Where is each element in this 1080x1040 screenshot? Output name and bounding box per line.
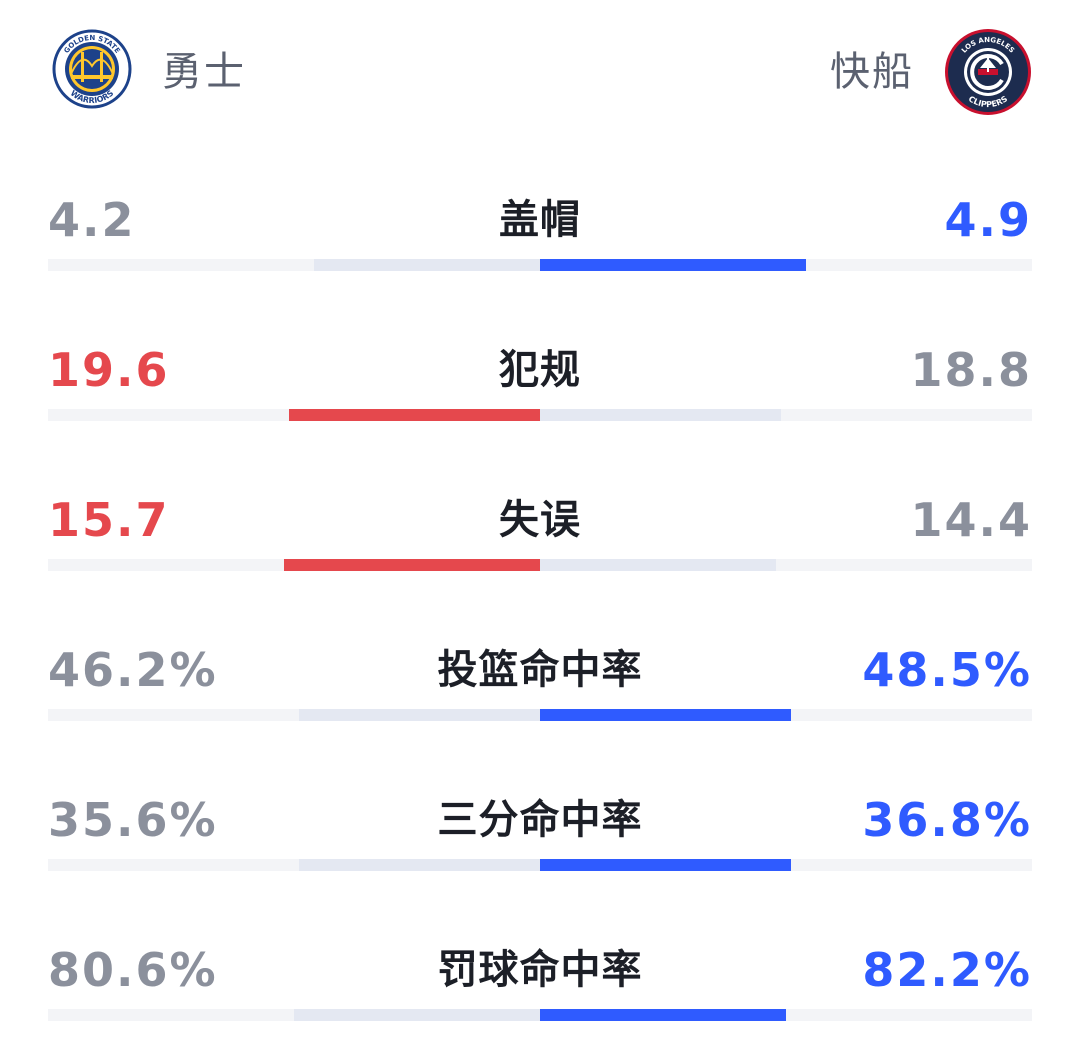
stat-label: 三分命中率 [437, 797, 643, 843]
stat-label: 失误 [499, 497, 581, 543]
home-share-bar [284, 559, 540, 571]
away-stat-value: 14.4 [910, 493, 1032, 547]
away-share-bar [540, 559, 776, 571]
team-header: GOLDEN STATE WARRIORS 勇士 快船 LOS ANGELES [0, 0, 1080, 140]
home-stat-value: 4.2 [48, 193, 136, 247]
away-share-bar [540, 259, 806, 271]
home-team-name: 勇士 [162, 49, 246, 95]
home-stat-value: 80.6% [48, 943, 218, 997]
comparison-bar-track [48, 859, 1032, 871]
home-stat-value: 15.7 [48, 493, 170, 547]
home-share-bar [294, 1009, 540, 1021]
away-share-bar [540, 409, 781, 421]
stat-label: 盖帽 [499, 197, 581, 243]
stat-row-fg-percentage: 46.2% 投篮命中率 48.5% [48, 640, 1032, 721]
stat-label: 犯规 [499, 347, 581, 393]
stat-label: 投篮命中率 [437, 647, 643, 693]
home-share-bar [314, 259, 540, 271]
away-share-bar [540, 709, 791, 721]
away-stat-value: 36.8% [862, 793, 1032, 847]
comparison-bar-track [48, 559, 1032, 571]
home-stat-value: 19.6 [48, 343, 170, 397]
home-share-bar [299, 709, 540, 721]
away-stat-value: 4.9 [944, 193, 1032, 247]
away-share-bar [540, 859, 791, 871]
stat-row-turnovers: 15.7 失误 14.4 [48, 490, 1032, 571]
comparison-bar-track [48, 709, 1032, 721]
stat-label: 罚球命中率 [437, 947, 643, 993]
home-share-bar [299, 859, 540, 871]
warriors-logo-icon: GOLDEN STATE WARRIORS [51, 28, 133, 110]
comparison-bar-track [48, 259, 1032, 271]
away-stat-value: 82.2% [862, 943, 1032, 997]
clippers-logo-bottom-text: CLIPPERS [967, 94, 1010, 109]
home-stat-value: 35.6% [48, 793, 218, 847]
stat-row-blocks: 4.2 盖帽 4.9 [48, 190, 1032, 271]
away-team-name: 快船 [830, 49, 914, 95]
stat-row-ft-percentage: 80.6% 罚球命中率 82.2% [48, 940, 1032, 1021]
clippers-logo-icon: LOS ANGELES CLIPPERS [944, 28, 1031, 115]
comparison-bar-track [48, 1009, 1032, 1021]
away-stat-value: 18.8 [910, 343, 1032, 397]
away-share-bar [540, 1009, 786, 1021]
home-share-bar [289, 409, 540, 421]
comparison-bar-track [48, 409, 1032, 421]
stat-row-3pt-percentage: 35.6% 三分命中率 36.8% [48, 790, 1032, 871]
away-stat-value: 48.5% [862, 643, 1032, 697]
svg-text:CLIPPERS: CLIPPERS [967, 94, 1010, 109]
stat-row-fouls: 19.6 犯规 18.8 [48, 340, 1032, 421]
home-stat-value: 46.2% [48, 643, 218, 697]
